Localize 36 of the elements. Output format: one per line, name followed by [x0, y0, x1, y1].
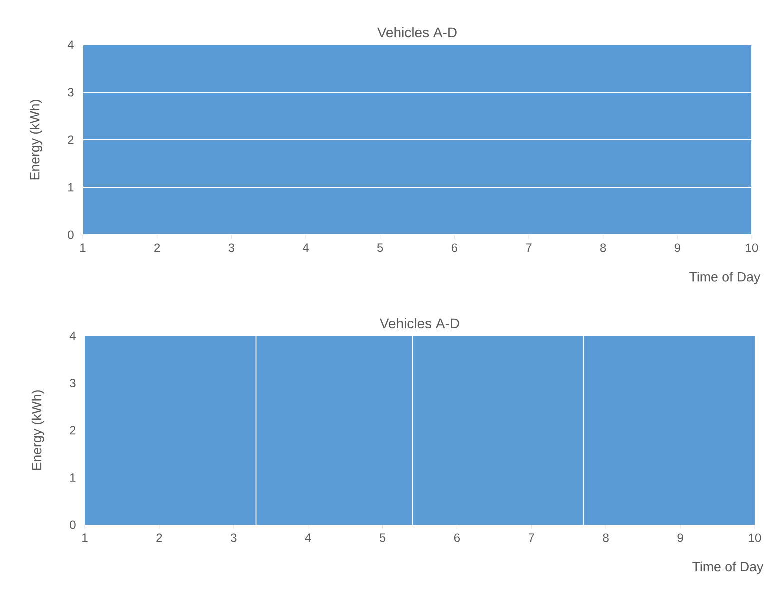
y-tick-label: 2 [70, 426, 76, 435]
y-tick-label: 4 [70, 332, 76, 340]
y-tick-label: 3 [70, 378, 76, 388]
chart-title: Vehicles A-D [377, 27, 457, 38]
x-tick-label: 1 [80, 244, 86, 252]
x-tick-label: 7 [528, 534, 534, 542]
x-tick-label: 5 [380, 534, 386, 542]
x-tick-label: 5 [377, 244, 384, 252]
x-tick-label: 3 [228, 244, 234, 252]
x-tick-label: 3 [231, 534, 237, 542]
x-tick-label: 6 [454, 534, 460, 542]
x-tick-label: 9 [674, 244, 680, 252]
x-tick-label: 6 [452, 244, 458, 252]
y-axis-title: Energy (kWh) [32, 390, 44, 470]
x-tick-label: 8 [603, 534, 609, 542]
y-tick-label: 1 [70, 474, 76, 482]
x-axis-title: Time of Day [690, 272, 761, 284]
x-tick-label: 7 [526, 244, 532, 252]
x-tick-label: 10 [746, 244, 758, 252]
y-tick-label: 0 [68, 230, 74, 240]
x-tick-label: 1 [82, 534, 88, 542]
x-tick-label: 2 [156, 534, 162, 542]
x-axis-title: Time of Day [692, 562, 764, 574]
y-tick-label: 1 [68, 183, 74, 192]
x-tick-label: 9 [678, 534, 684, 542]
x-tick-label: 10 [749, 534, 762, 542]
y-tick-label: 2 [68, 136, 74, 144]
y-axis-title: Energy (kWh) [30, 100, 42, 180]
x-tick-label: 2 [154, 244, 160, 252]
y-tick-label: 0 [70, 520, 76, 530]
y-tick-label: 4 [68, 40, 74, 50]
y-tick-label: 3 [68, 88, 74, 97]
x-tick-label: 4 [305, 534, 312, 542]
x-tick-label: 4 [302, 244, 309, 252]
chart-title: Vehicles A-D [380, 318, 460, 329]
x-tick-label: 8 [600, 244, 606, 252]
